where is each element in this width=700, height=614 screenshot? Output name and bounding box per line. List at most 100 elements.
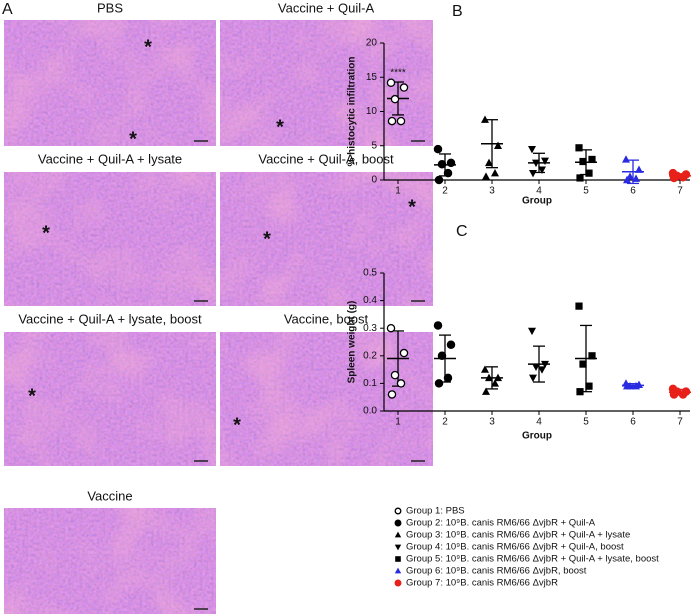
marker (635, 165, 643, 173)
panel-label: A (2, 1, 13, 18)
marker (623, 175, 631, 184)
x-tick-label: 1 (395, 186, 401, 197)
marker (386, 323, 396, 333)
marker (585, 169, 593, 177)
x-axis-label: Group (522, 196, 552, 207)
marker (528, 327, 536, 336)
legend-entry: Group 7: 10⁹B. canis RM6/66 ΔvjbR (406, 578, 558, 589)
marker (433, 144, 443, 154)
legend-marker (394, 544, 402, 551)
legend-entry: Group 6: 10⁹B. canis RM6/66 ΔvjbR, boost (406, 566, 587, 577)
marker (437, 351, 447, 361)
marker (541, 360, 549, 369)
x-tick-label: 7 (677, 186, 683, 197)
marker (529, 374, 537, 383)
marker (575, 302, 583, 310)
marker (632, 381, 640, 390)
marker (678, 390, 688, 399)
histology-eosin (4, 508, 216, 614)
y-tick-label: 0.2 (363, 350, 377, 361)
marker (434, 175, 444, 185)
asterisk: * (42, 222, 50, 244)
marker (446, 158, 456, 168)
marker (387, 116, 397, 126)
marker (532, 363, 540, 372)
marker (491, 168, 499, 177)
legend-entry: Group 1: PBS (406, 506, 465, 517)
marker (588, 155, 596, 164)
marker (588, 352, 596, 360)
image-title: Vaccine, boost (284, 311, 369, 326)
marker (485, 158, 493, 167)
marker (532, 159, 540, 168)
y-axis-label: % histocytic infiltration (347, 56, 358, 166)
image-title: Vaccine (87, 488, 132, 503)
marker (443, 168, 453, 178)
legend-entry: Group 4: 10⁹B. canis RM6/66 ΔvjbR + Quil… (406, 542, 624, 553)
x-tick-label: 6 (630, 186, 636, 197)
marker (494, 141, 502, 149)
x-tick-label: 3 (489, 186, 495, 197)
legend-entry: Group 2: 10⁹B. canis RM6/66 ΔvjbR + Quil… (406, 518, 596, 529)
y-tick-label: 0.4 (363, 295, 377, 306)
marker (622, 155, 630, 163)
marker (390, 94, 400, 104)
legend-entry: Group 5: 10⁹B. canis RM6/66 ΔvjbR + Quil… (406, 554, 659, 565)
image-title: Vaccine + Quil-A, boost (258, 151, 394, 166)
marker (576, 388, 584, 396)
asterisk: * (144, 36, 152, 58)
x-axis-label: Group (522, 431, 552, 442)
marker (579, 360, 587, 368)
marker (485, 373, 493, 382)
image-title: PBS (97, 0, 123, 15)
marker (678, 173, 688, 182)
marker (585, 382, 593, 390)
marker (528, 145, 536, 154)
significance: **** (390, 68, 406, 79)
y-tick-label: 0.1 (363, 378, 377, 389)
marker (575, 144, 583, 152)
marker (443, 373, 453, 383)
marker (538, 366, 546, 374)
marker (386, 78, 396, 87)
y-tick-label: 10 (366, 106, 378, 117)
x-tick-label: 4 (536, 417, 542, 428)
y-tick-label: 0.0 (363, 406, 377, 417)
y-tick-label: 20 (366, 38, 378, 49)
legend-marker (394, 531, 402, 538)
legend-marker (394, 567, 402, 574)
marker (396, 116, 406, 126)
marker (576, 174, 584, 182)
marker (434, 379, 444, 388)
marker (538, 166, 546, 174)
y-axis-label: Spleen weight (g) (347, 301, 358, 384)
histology-eosin (220, 172, 433, 306)
y-tick-label: 0 (371, 175, 377, 186)
legend-marker (395, 556, 401, 562)
legend-marker (394, 507, 402, 515)
x-tick-label: 3 (489, 417, 495, 428)
x-tick-label: 2 (442, 186, 448, 197)
y-tick-label: 0.3 (363, 323, 377, 334)
marker (482, 172, 490, 180)
marker (669, 390, 679, 399)
marker (494, 373, 502, 382)
marker (482, 387, 490, 395)
x-tick-label: 5 (583, 417, 589, 428)
marker (481, 115, 489, 123)
y-tick-label: 5 (371, 140, 377, 151)
image-title: Vaccine + Quil-A + lysate (38, 151, 182, 166)
asterisk: * (129, 128, 137, 150)
y-tick-label: 0.5 (363, 268, 377, 279)
legend-marker (394, 519, 402, 527)
marker (390, 370, 400, 380)
marker (669, 173, 679, 183)
x-tick-label: 7 (677, 417, 683, 428)
histology-eosin (4, 20, 216, 146)
marker (446, 340, 456, 350)
panel-label: B (452, 3, 463, 20)
marker (387, 390, 397, 399)
asterisk: * (276, 116, 284, 138)
marker (399, 348, 409, 358)
